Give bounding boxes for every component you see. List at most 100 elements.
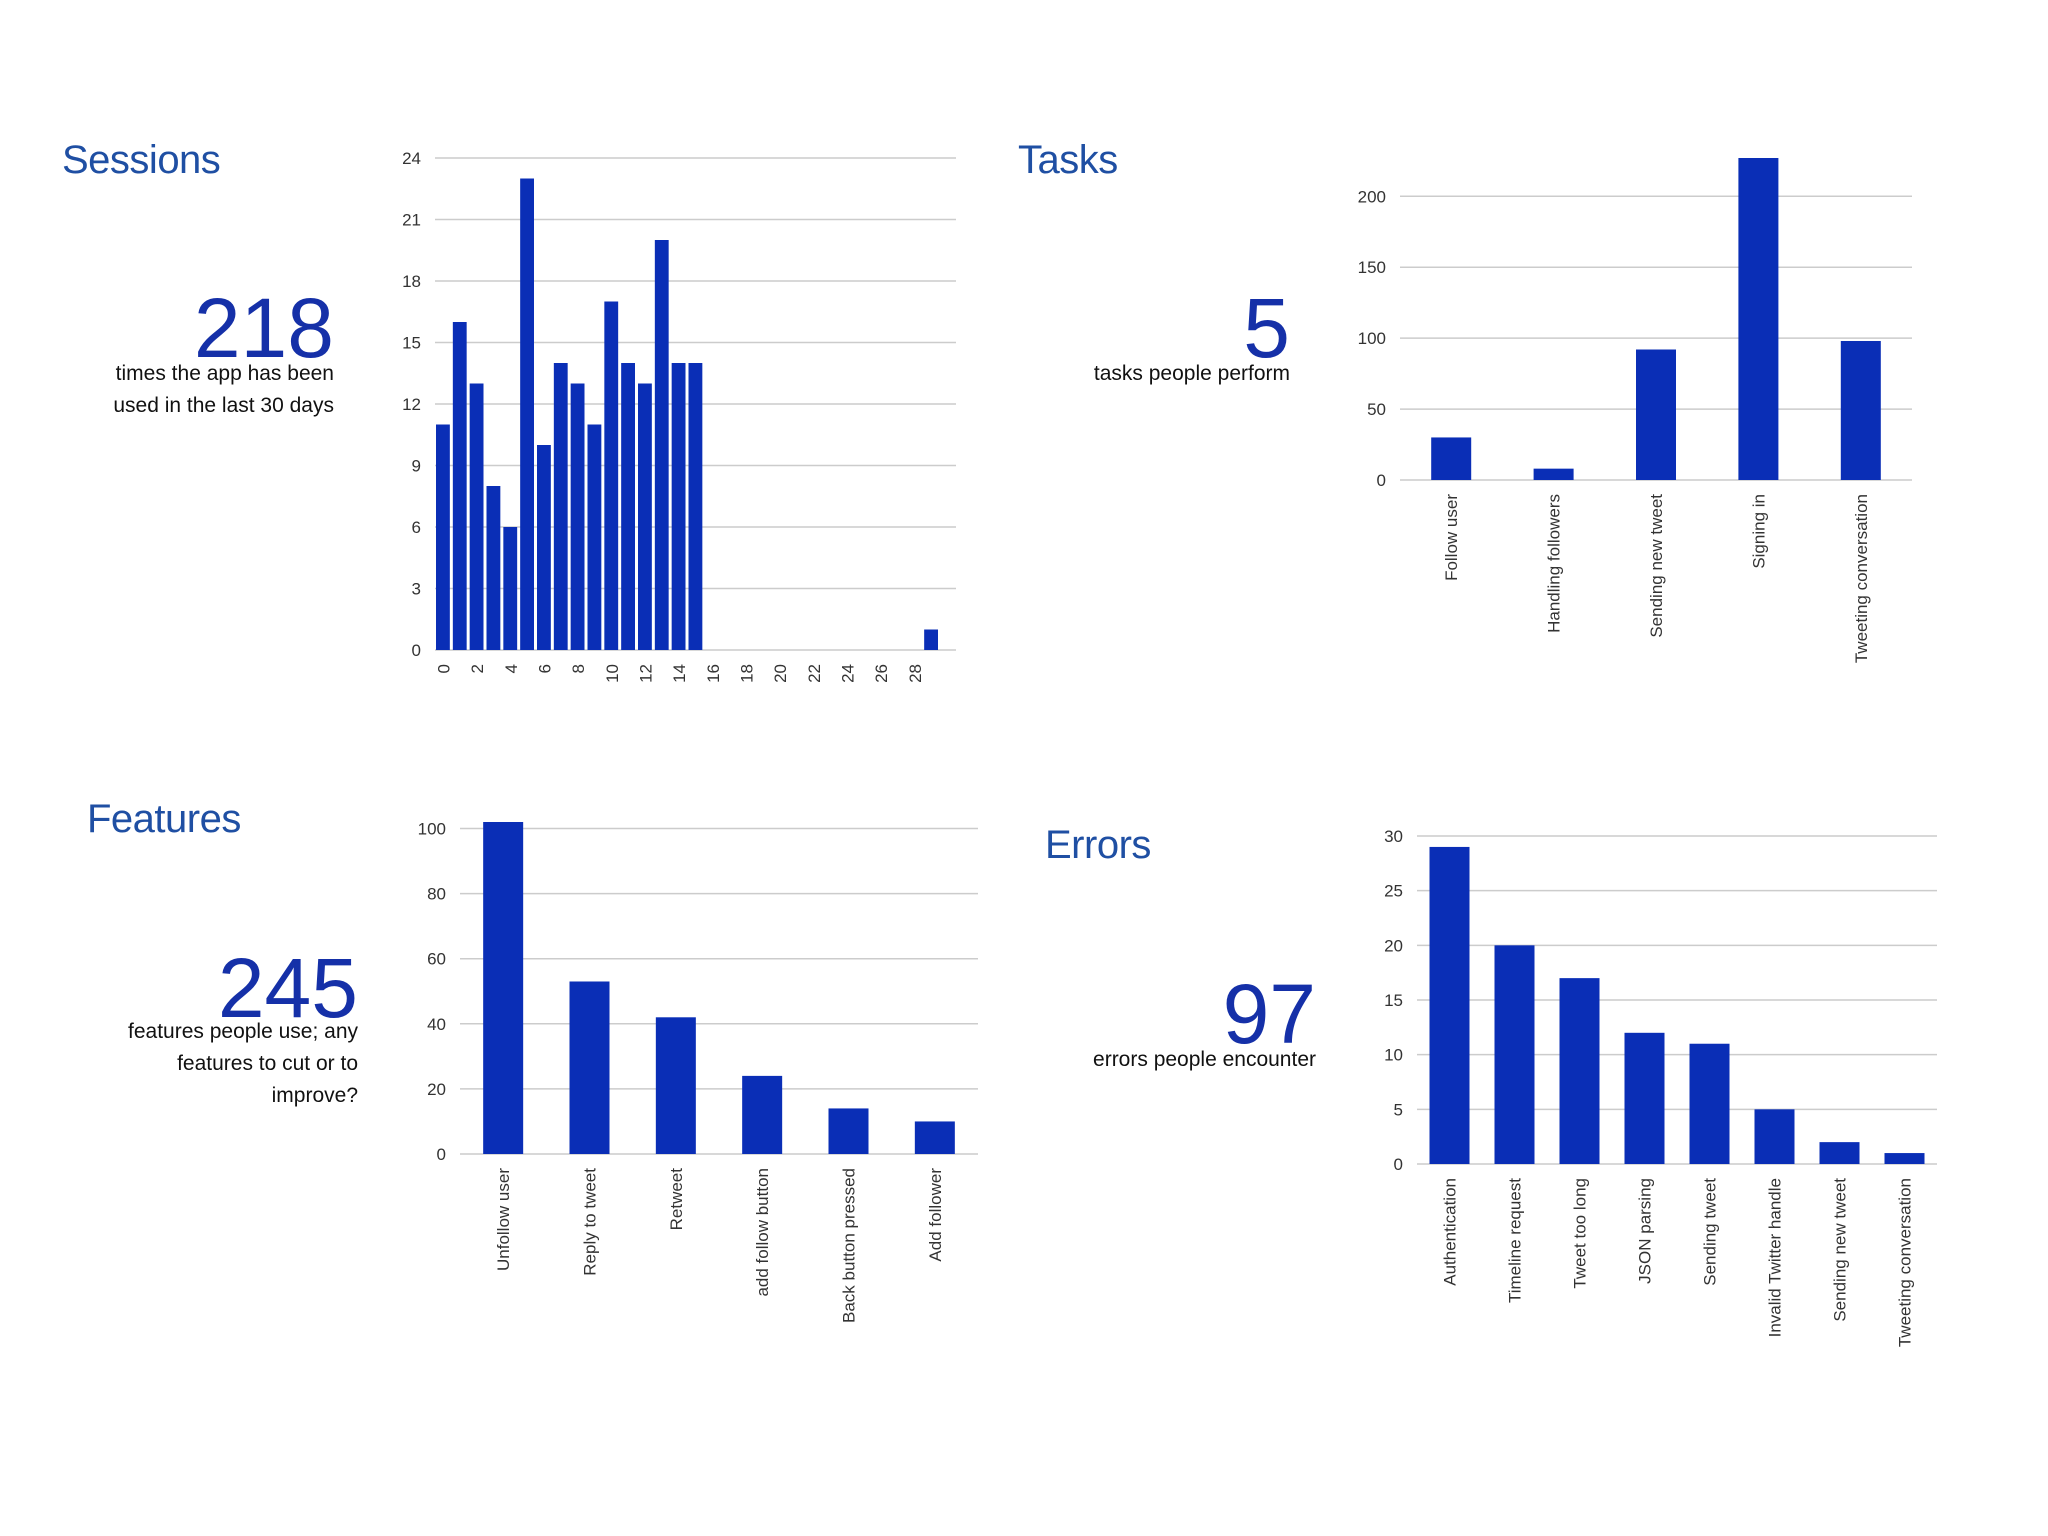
sessions-caption-line1: times the app has been [115,362,334,385]
features-ytick-label: 0 [437,1145,446,1164]
features-category-label: add follow button [753,1168,772,1297]
tasks-category-label: Tweeting conversation [1852,494,1871,663]
errors-ytick-label: 15 [1384,991,1403,1010]
errors-ytick-label: 10 [1384,1046,1403,1065]
features-bar [483,822,524,1154]
features-caption-line3: improve? [271,1084,358,1107]
sessions-bar [671,363,686,650]
errors-bar [1559,978,1600,1164]
errors-category-label: Tweeting conversation [1896,1178,1915,1347]
errors-bar [1624,1032,1665,1164]
features-category-label: Add follower [926,1168,945,1262]
sessions-ytick-label: 15 [402,334,421,353]
sessions-ytick-label: 0 [412,641,421,660]
errors-category-label: Tweet too long [1571,1178,1590,1289]
tasks-ytick-label: 100 [1358,329,1386,348]
sessions-ytick-label: 3 [412,580,421,599]
features-ytick-label: 80 [427,885,446,904]
features-category-label: Retweet [667,1168,686,1231]
features-bar [569,981,610,1154]
tasks-ytick-label: 150 [1358,258,1386,277]
sessions-bar [587,424,602,650]
sessions-xtick-label: 26 [872,664,891,683]
errors-chart: 0 5 10 15 20 25 30 Authentication Timeline reque… [1384,827,1937,1347]
errors-bar [1429,846,1470,1164]
tasks-count: 5 [1243,281,1290,375]
features-count: 245 [217,941,358,1035]
sessions-ytick-label: 18 [402,272,421,291]
tasks-caption-line1: tasks people perform [1093,362,1290,385]
sessions-bar [553,363,568,650]
errors-bar [1819,1142,1860,1164]
tasks-bar [1636,349,1676,480]
tasks-category-label: Follow user [1442,494,1461,581]
errors-ytick-label: 25 [1384,882,1403,901]
errors-category-label: JSON parsing [1636,1178,1655,1284]
sessions-caption: times the app has been used in the last … [113,358,334,422]
tasks-caption: tasks people perform [1094,358,1290,390]
features-caption: features people use; any features to cut… [128,1016,358,1112]
features-bar [655,1017,696,1154]
sessions-xtick-label: 10 [603,664,622,683]
sessions-xtick-label: 18 [737,664,756,683]
errors-bar [1689,1043,1730,1164]
tasks-title: Tasks [1018,138,1118,182]
errors-category-label: Sending new tweet [1831,1178,1850,1322]
sessions-bar [688,363,703,650]
sessions-bar [537,445,551,650]
features-category-label: Back button pressed [840,1168,859,1323]
errors-category-label: Invalid Twitter handle [1766,1178,1785,1337]
errors-ytick-label: 30 [1384,827,1403,846]
sessions-xtick-label: 24 [838,664,857,683]
sessions-bar [469,383,484,650]
features-ytick-label: 20 [427,1080,446,1099]
sessions-ytick-label: 12 [402,395,421,414]
features-title: Features [87,797,241,841]
sessions-xtick-label: 28 [906,664,925,683]
features-caption-line2: features to cut or to [177,1052,358,1075]
errors-caption: errors people encounter [1093,1044,1316,1076]
sessions-bar [604,301,619,650]
tasks-ytick-label: 0 [1377,471,1386,490]
errors-ytick-label: 5 [1394,1100,1403,1119]
sessions-bar [486,486,501,650]
sessions-xtick-label: 4 [502,664,521,673]
features-category-label: Unfollow user [494,1168,513,1271]
tasks-bar [1533,468,1574,480]
sessions-ytick-label: 6 [412,518,421,537]
sessions-xtick-label: 22 [805,664,824,683]
sessions-xtick-label: 2 [468,664,487,673]
sessions-xtick-label: 6 [535,664,554,673]
features-ytick-label: 40 [427,1015,446,1034]
tasks-bar [1840,340,1881,480]
sessions-xtick-label: 20 [771,664,790,683]
tasks-bar [1431,437,1472,480]
sessions-title: Sessions [62,138,221,182]
errors-title: Errors [1045,823,1151,867]
errors-bar [1494,945,1535,1164]
sessions-bar [436,424,450,650]
errors-category-label: Sending tweet [1701,1178,1720,1286]
sessions-xtick-label: 14 [670,664,689,683]
sessions-xtick-label: 16 [704,664,723,683]
errors-bar [1754,1109,1795,1164]
features-category-label: Reply to tweet [581,1168,600,1276]
errors-ytick-label: 0 [1394,1155,1403,1174]
tasks-category-label: Handling followers [1545,494,1564,633]
tasks-category-label: Signing in [1749,494,1768,569]
sessions-xtick-label: 0 [434,664,453,673]
errors-bar [1884,1153,1925,1164]
sessions-count: 218 [193,281,334,375]
features-bar [914,1121,955,1154]
sessions-ytick-label: 21 [402,211,421,230]
tasks-category-label: Sending new tweet [1647,494,1666,638]
errors-ytick-label: 20 [1384,936,1403,955]
sessions-ytick-label: 9 [412,457,421,476]
sessions-xtick-label: 8 [569,664,588,673]
errors-category-label: Timeline request [1506,1178,1525,1303]
tasks-bar [1738,158,1779,480]
sessions-bar [924,629,938,650]
sessions-caption-line2: used in the last 30 days [113,394,334,417]
